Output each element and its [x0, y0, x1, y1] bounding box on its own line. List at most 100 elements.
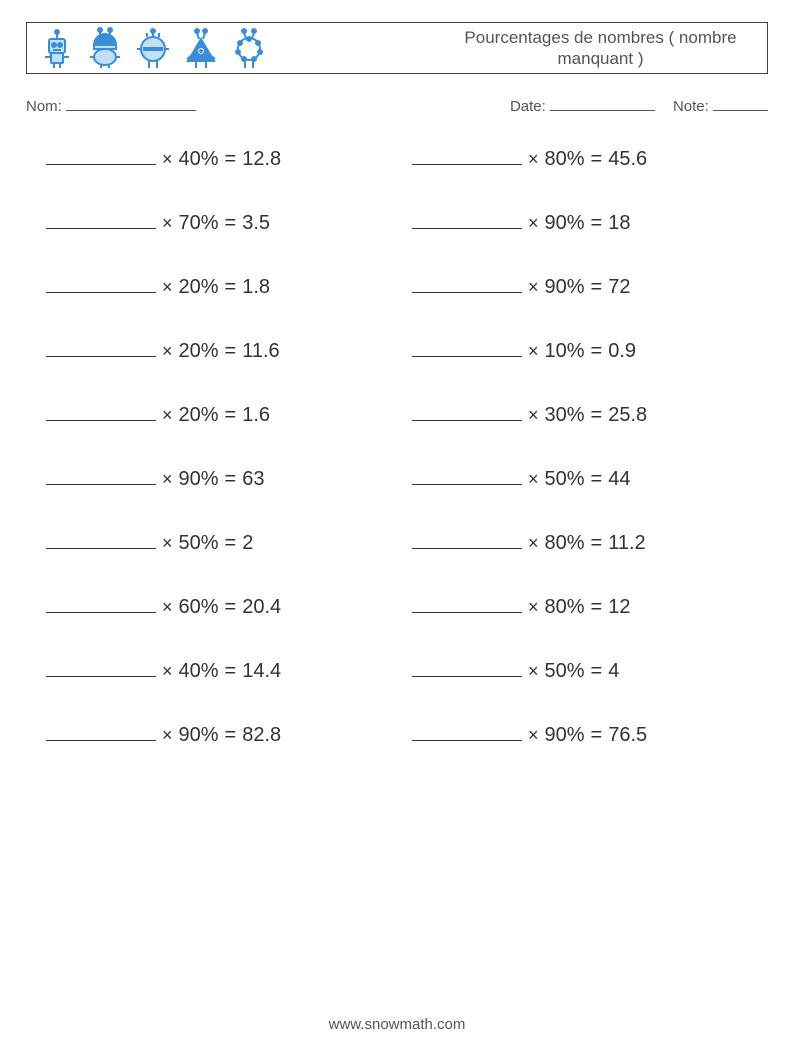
problem-right-1: × 90% =18 [412, 209, 748, 235]
answer-blank[interactable] [46, 529, 156, 549]
equals-sign: = [591, 276, 603, 299]
problem-right-0: ×80%=45.6 [412, 145, 748, 171]
problem-right-2: × 90% =72 [412, 273, 748, 299]
answer-blank[interactable] [46, 401, 156, 421]
equals-sign: = [225, 532, 237, 555]
answer-blank[interactable] [412, 593, 522, 613]
answer-blank[interactable] [46, 337, 156, 357]
answer-blank[interactable] [46, 209, 156, 229]
result-value: 0.9 [608, 340, 636, 363]
problem-right-9: ×90%=76.5 [412, 721, 748, 747]
problem-right-8: ×50%=4 [412, 657, 748, 683]
problem-left-9: × 90% =82.8 [46, 721, 382, 747]
multiply-sign: × [528, 661, 539, 682]
problem-left-7: ×60%=20.4 [46, 593, 382, 619]
equals-sign: = [225, 724, 237, 747]
equals-sign: = [591, 724, 603, 747]
name-blank[interactable] [66, 96, 196, 111]
result-value: 3.5 [242, 212, 270, 235]
equals-sign: = [591, 212, 603, 235]
equals-sign: = [225, 212, 237, 235]
note-label: Note: [673, 98, 709, 115]
multiply-sign: × [162, 149, 173, 170]
percent-value: 90% [545, 212, 585, 235]
equals-sign: = [591, 596, 603, 619]
note-blank[interactable] [713, 96, 768, 111]
answer-blank[interactable] [412, 337, 522, 357]
percent-value: 80% [545, 596, 585, 619]
equals-sign: = [591, 340, 603, 363]
multiply-sign: × [528, 213, 539, 234]
result-value: 20.4 [242, 596, 281, 619]
multiply-sign: × [162, 725, 173, 746]
result-value: 76.5 [608, 724, 647, 747]
answer-blank[interactable] [412, 273, 522, 293]
equals-sign: = [225, 404, 237, 427]
percent-value: 90% [545, 724, 585, 747]
result-value: 12 [608, 596, 630, 619]
answer-blank[interactable] [412, 657, 522, 677]
problem-left-2: ×20%=1.8 [46, 273, 382, 299]
equals-sign: = [591, 660, 603, 683]
equals-sign: = [225, 660, 237, 683]
multiply-sign: × [162, 213, 173, 234]
answer-blank[interactable] [46, 721, 156, 741]
robot-icon-3 [133, 26, 173, 70]
name-label: Nom: [26, 98, 62, 115]
result-value: 1.8 [242, 276, 270, 299]
percent-value: 20% [179, 404, 219, 427]
result-value: 1.6 [242, 404, 270, 427]
robot-icon-5 [229, 26, 269, 70]
result-value: 14.4 [242, 660, 281, 683]
result-value: 2 [242, 532, 253, 555]
percent-value: 40% [179, 148, 219, 171]
robot-icons-row [27, 23, 434, 73]
problem-left-4: ×20%=1.6 [46, 401, 382, 427]
percent-value: 40% [179, 660, 219, 683]
answer-blank[interactable] [412, 209, 522, 229]
answer-blank[interactable] [412, 465, 522, 485]
answer-blank[interactable] [46, 145, 156, 165]
answer-blank[interactable] [412, 145, 522, 165]
result-value: 12.8 [242, 148, 281, 171]
problem-right-4: ×30%=25.8 [412, 401, 748, 427]
equals-sign: = [591, 148, 603, 171]
result-value: 72 [608, 276, 630, 299]
result-value: 63 [242, 468, 264, 491]
percent-value: 20% [179, 340, 219, 363]
result-value: 82.8 [242, 724, 281, 747]
multiply-sign: × [528, 277, 539, 298]
percent-value: 10% [545, 340, 585, 363]
result-value: 4 [608, 660, 619, 683]
problem-left-0: × 40% =12.8 [46, 145, 382, 171]
answer-blank[interactable] [412, 529, 522, 549]
problem-right-5: ×50%=44 [412, 465, 748, 491]
percent-value: 90% [179, 724, 219, 747]
multiply-sign: × [528, 149, 539, 170]
equals-sign: = [225, 468, 237, 491]
multiply-sign: × [162, 533, 173, 554]
robot-icon-4 [181, 26, 221, 70]
problem-left-8: × 40% =14.4 [46, 657, 382, 683]
answer-blank[interactable] [46, 657, 156, 677]
date-blank[interactable] [550, 96, 655, 111]
multiply-sign: × [162, 661, 173, 682]
multiply-sign: × [528, 597, 539, 618]
answer-blank[interactable] [46, 273, 156, 293]
result-value: 25.8 [608, 404, 647, 427]
percent-value: 50% [545, 468, 585, 491]
multiply-sign: × [162, 341, 173, 362]
problem-left-1: ×70%=3.5 [46, 209, 382, 235]
equals-sign: = [225, 148, 237, 171]
answer-blank[interactable] [412, 721, 522, 741]
answer-blank[interactable] [412, 401, 522, 421]
multiply-sign: × [162, 469, 173, 490]
problem-right-3: ×10%=0.9 [412, 337, 748, 363]
answer-blank[interactable] [46, 593, 156, 613]
worksheet-title: Pourcentages de nombres ( nombre manquan… [434, 23, 767, 73]
result-value: 18 [608, 212, 630, 235]
answer-blank[interactable] [46, 465, 156, 485]
robot-icon-2 [85, 26, 125, 70]
percent-value: 90% [179, 468, 219, 491]
percent-value: 90% [545, 276, 585, 299]
